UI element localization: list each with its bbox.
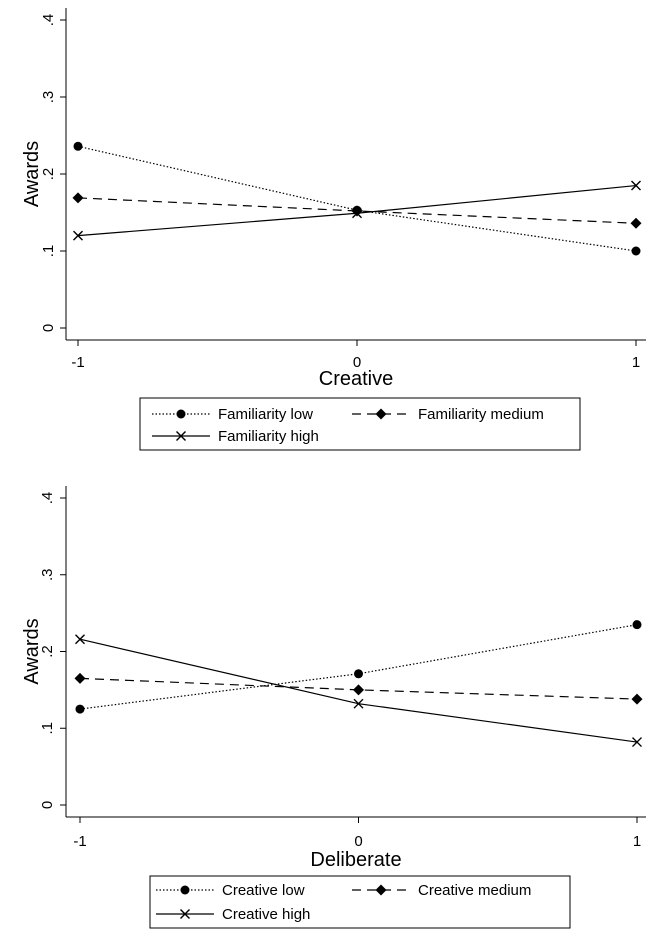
series-circle xyxy=(73,141,641,256)
legend-marker xyxy=(176,431,186,441)
data-point-stroke-b xyxy=(352,208,362,219)
data-point xyxy=(73,141,83,151)
legend-marker xyxy=(375,408,387,420)
x-tick-label: -1 xyxy=(73,833,86,850)
data-point xyxy=(75,704,85,714)
y-tick-label: 0 xyxy=(39,801,56,809)
y-tick-label: 0 xyxy=(40,324,57,332)
data-point xyxy=(632,620,642,630)
legend-item: Familiarity high xyxy=(152,428,319,445)
data-point xyxy=(353,698,364,709)
data-point-stroke-b xyxy=(353,698,364,709)
series-x xyxy=(73,180,641,241)
legend-item: Creative high xyxy=(156,906,310,923)
data-point xyxy=(631,246,641,256)
x-tick-label: 1 xyxy=(633,833,641,850)
x-axis-title: Creative xyxy=(319,368,393,390)
legend-marker-stroke-b xyxy=(180,909,190,919)
legend-item: Familiarity medium xyxy=(352,406,544,423)
legend-marker xyxy=(180,885,190,895)
x-axis-title: Deliberate xyxy=(310,849,401,871)
x-tick-label: -1 xyxy=(71,354,84,371)
chart-panel-1: 0 .1 .2 .3 .4 -1 0 1 Creative Awards Familiarity l… xyxy=(21,8,646,451)
legend-item: Familiarity low xyxy=(152,406,313,423)
series-circle xyxy=(75,620,642,714)
y-tick-label: .2 xyxy=(40,168,57,181)
x-tick-label: 0 xyxy=(353,354,361,371)
legend-label: Familiarity medium xyxy=(418,406,544,423)
legend-label: Creative medium xyxy=(418,882,531,899)
data-point-stroke-b xyxy=(631,180,641,191)
legend-marker xyxy=(176,409,186,419)
data-point xyxy=(73,230,83,241)
data-point xyxy=(74,672,86,684)
data-point-stroke-b xyxy=(75,634,85,645)
data-point xyxy=(353,684,364,696)
legend: Creative low Creative medium Creative high xyxy=(149,875,571,929)
data-point-stroke-b xyxy=(632,737,642,748)
legend-item: Creative low xyxy=(156,882,305,899)
legend-label: Familiarity high xyxy=(218,428,319,445)
data-point xyxy=(631,180,641,191)
data-point xyxy=(354,669,363,679)
chart-panel-2: 0 .1 .2 .3 .4 -1 0 1 Deliberate Awards Creative lo… xyxy=(21,486,646,929)
x-tick-label: 0 xyxy=(354,833,362,850)
series-diamond xyxy=(74,672,643,705)
data-point xyxy=(632,737,642,748)
legend-marker xyxy=(180,909,190,919)
data-point xyxy=(631,693,643,705)
y-tick-label: .4 xyxy=(39,492,56,505)
y-tick-label: .3 xyxy=(40,91,57,104)
legend-box xyxy=(139,397,581,451)
legend-marker xyxy=(375,884,387,896)
legend-label: Creative high xyxy=(222,906,310,923)
data-point xyxy=(352,208,362,219)
data-point xyxy=(75,634,85,645)
legend: Familiarity low Familiarity medium Familia… xyxy=(139,397,581,451)
series-x xyxy=(75,634,642,748)
legend-label: Creative low xyxy=(222,882,305,899)
series-diamond xyxy=(72,192,642,229)
y-tick-label: .1 xyxy=(40,245,57,258)
y-tick-label: .3 xyxy=(39,568,56,581)
series-line xyxy=(77,197,637,224)
data-point-stroke-b xyxy=(73,230,83,241)
legend-box xyxy=(149,875,571,929)
y-axis-title: Awards xyxy=(21,141,43,207)
legend-label: Familiarity low xyxy=(218,406,313,423)
y-axis-title: Awards xyxy=(21,618,43,684)
y-tick-label: .4 xyxy=(40,14,57,27)
data-point xyxy=(351,205,363,217)
x-tick-label: 1 xyxy=(632,354,640,371)
legend-item: Creative medium xyxy=(352,882,531,899)
data-point xyxy=(630,217,642,229)
series-line xyxy=(77,145,637,252)
y-tick-label: .1 xyxy=(39,722,56,735)
legend-marker-stroke-b xyxy=(176,431,186,441)
data-point xyxy=(72,192,84,204)
y-tick-label: .2 xyxy=(39,645,56,658)
